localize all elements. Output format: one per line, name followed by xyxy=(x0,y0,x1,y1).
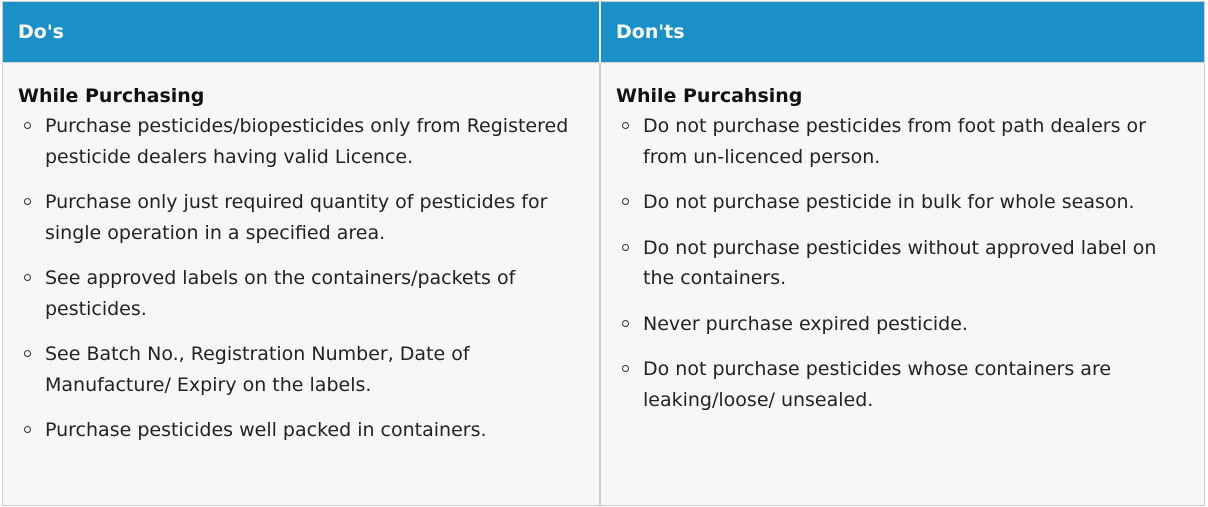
list-item: Purchase pesticides/biopesticides only f… xyxy=(18,111,579,172)
circle-bullet-icon xyxy=(622,319,629,327)
circle-bullet-icon xyxy=(622,198,629,205)
dos-section-heading: While Purchasing xyxy=(18,85,205,107)
circle-bullet-icon xyxy=(24,122,31,129)
list-item-text: Do not purchase pesticides from foot pat… xyxy=(643,115,1146,168)
donts-cell: While Purcahsing Do not purchase pestici… xyxy=(601,62,1204,505)
circle-bullet-icon xyxy=(24,350,31,357)
list-item-text: Do not purchase pesticides without appro… xyxy=(643,236,1157,290)
circle-bullet-icon xyxy=(622,122,629,129)
circle-bullet-icon xyxy=(24,198,31,205)
table-body-row: While Purchasing Purchase pesticides/bio… xyxy=(3,62,1204,505)
list-item: Purchase only just required quantity of … xyxy=(18,187,579,248)
list-item: Do not purchase pesticides from foot pat… xyxy=(616,111,1184,172)
list-item: Do not purchase pesticide in bulk for wh… xyxy=(616,187,1184,218)
header-donts: Don'ts xyxy=(616,21,685,43)
list-item: Do not purchase pesticides whose contain… xyxy=(616,354,1184,415)
list-item-text: See approved labels on the containers/pa… xyxy=(45,267,516,320)
list-item: Do not purchase pesticides without appro… xyxy=(616,233,1184,294)
list-item: Never purchase expired pesticide. xyxy=(616,309,1184,340)
list-item-text: Purchase pesticides well packed in conta… xyxy=(45,419,487,441)
circle-bullet-icon xyxy=(622,243,629,251)
list-item-text: Never purchase expired pesticide. xyxy=(643,312,968,335)
list-item: See approved labels on the containers/pa… xyxy=(18,263,579,324)
list-item-text: Do not purchase pesticides whose contain… xyxy=(643,358,1112,411)
dos-cell: While Purchasing Purchase pesticides/bio… xyxy=(3,62,601,505)
list-item-text: Purchase only just required quantity of … xyxy=(45,191,548,244)
list-item: See Batch No., Registration Number, Date… xyxy=(18,339,579,400)
donts-list: Do not purchase pesticides from foot pat… xyxy=(616,111,1184,415)
header-dos: Do's xyxy=(3,2,601,62)
table-header-row: Do's Don'ts xyxy=(3,2,1204,62)
dos-list: Purchase pesticides/biopesticides only f… xyxy=(18,111,579,446)
list-item-text: See Batch No., Registration Number, Date… xyxy=(45,343,470,396)
circle-bullet-icon xyxy=(622,365,629,372)
list-item-text: Do not purchase pesticide in bulk for wh… xyxy=(643,191,1135,213)
circle-bullet-icon xyxy=(24,426,31,433)
list-item-text: Purchase pesticides/biopesticides only f… xyxy=(45,115,569,168)
donts-section-heading: While Purcahsing xyxy=(616,85,803,107)
circle-bullet-icon xyxy=(24,274,31,281)
list-item: Purchase pesticides well packed in conta… xyxy=(18,415,579,446)
